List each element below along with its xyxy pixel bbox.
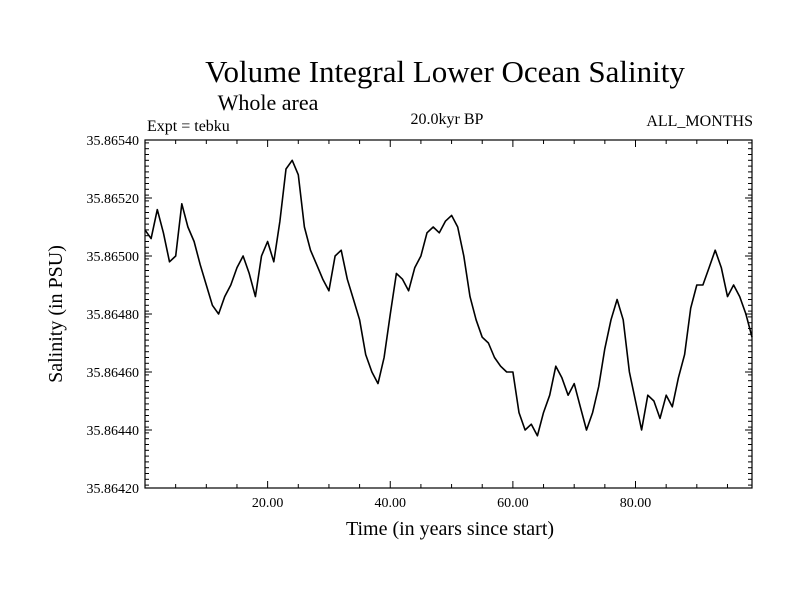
chart-subtitle: Whole area <box>218 90 319 115</box>
period-label: 20.0kyr BP <box>411 111 484 128</box>
y-tick-label: 35.86520 <box>87 192 140 207</box>
series-layer <box>144 159 753 437</box>
y-tick-label: 35.86420 <box>87 482 140 497</box>
y-axis-ticks: 35.86420 35.86440 35.86460 35.86480 35.86500… <box>87 134 752 497</box>
y-axis-label: Salinity (in PSU) <box>45 245 67 383</box>
series-line-salinity <box>144 159 753 437</box>
x-axis-label: Time (in years since start) <box>346 518 554 540</box>
x-tick-label: 40.00 <box>375 496 407 511</box>
y-tick-label: 35.86540 <box>87 134 140 149</box>
y-tick-label: 35.86500 <box>87 250 140 265</box>
chart-title: Volume Integral Lower Ocean Salinity <box>205 54 685 89</box>
x-tick-label: 20.00 <box>252 496 284 511</box>
y-tick-label: 35.86440 <box>87 424 140 439</box>
x-tick-label: 80.00 <box>620 496 652 511</box>
x-axis-ticks: 20.00 40.00 60.00 80.00 <box>175 140 728 511</box>
y-tick-label: 35.86480 <box>87 308 140 323</box>
plot-frame <box>144 139 753 489</box>
experiment-label: Expt = tebku <box>147 118 230 135</box>
months-label: ALL_MONTHS <box>646 113 753 130</box>
y-tick-label: 35.86460 <box>87 366 140 381</box>
x-tick-label: 60.00 <box>497 496 529 511</box>
